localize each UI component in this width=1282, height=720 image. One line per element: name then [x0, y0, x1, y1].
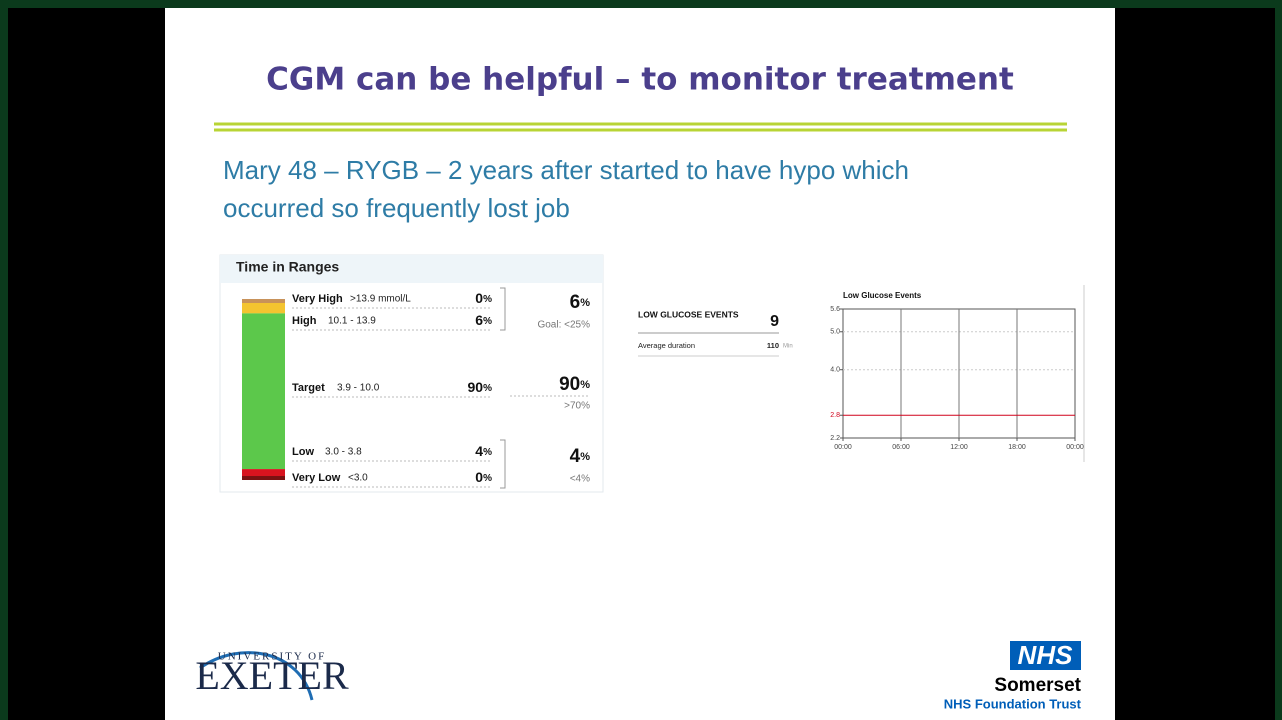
value: 6	[475, 312, 483, 328]
x-tick-label: 06:00	[892, 444, 910, 451]
goal: Goal: <25%	[537, 320, 590, 331]
range-label: Low	[292, 446, 314, 458]
unit: %	[483, 294, 492, 305]
y-tick-label: 4.0	[830, 367, 840, 374]
y-tick-label: 5.6	[830, 306, 840, 313]
percent-value: 4%	[570, 446, 591, 467]
goal: >70%	[564, 401, 590, 412]
range-segment	[242, 303, 285, 314]
x-tick-label: 00:00	[1066, 444, 1084, 451]
y-tick-label: 2.8	[830, 412, 840, 419]
percent-value: 4%	[475, 443, 492, 459]
unit: %	[483, 473, 492, 484]
subtitle-line: Mary 48 – RYGB – 2 years after started t…	[223, 155, 909, 185]
unit: %	[580, 297, 590, 309]
x-tick-label: 18:00	[1008, 444, 1026, 451]
range-bounds: >13.9 mmol/L	[350, 294, 411, 305]
side-panel	[1115, 8, 1275, 720]
range-label: High	[292, 315, 317, 327]
range-label: Very High	[292, 293, 343, 305]
duration-value: 110	[767, 341, 779, 350]
range-bounds: 3.9 - 10.0	[337, 383, 380, 394]
logo-text: EXETER	[195, 653, 349, 698]
unit: %	[483, 447, 492, 458]
range-label: Very Low	[292, 472, 341, 484]
range-bounds: 3.0 - 3.8	[325, 447, 362, 458]
y-tick-label: 2.2	[830, 435, 840, 442]
logo-text: NHS Foundation Trust	[944, 696, 1082, 711]
duration-unit: Min	[783, 344, 793, 350]
events-count: 9	[770, 313, 779, 330]
logo-text: UNIVERSITY OF	[218, 651, 326, 663]
value: 90	[559, 374, 580, 395]
range-segment	[242, 299, 285, 303]
side-panel	[8, 8, 165, 720]
range-segment	[242, 476, 285, 480]
slide-title: CGM can be helpful – to monitor treatmen…	[266, 62, 1014, 98]
logo-text: NHS	[1018, 640, 1074, 670]
unit: %	[580, 451, 590, 463]
range-segment	[242, 469, 285, 476]
value: 0	[475, 290, 483, 306]
value: 6	[570, 292, 581, 313]
value: 4	[475, 443, 483, 459]
unit: %	[483, 316, 492, 327]
chart-title: Low Glucose Events	[843, 291, 922, 300]
percent-value: 0%	[475, 469, 492, 485]
unit: %	[580, 379, 590, 391]
percent-value: 0%	[475, 290, 492, 306]
tir-title: Time in Ranges	[236, 259, 339, 275]
percent-value: 6%	[475, 312, 492, 328]
events-label: LOW GLUCOSE EVENTS	[638, 309, 739, 319]
y-tick-label: 5.0	[830, 329, 840, 336]
duration-label: Average duration	[638, 341, 695, 350]
logo-swoosh	[199, 651, 314, 701]
percent-value: 90%	[468, 379, 493, 395]
percent-value: 6%	[570, 292, 591, 313]
nhs-box	[1010, 641, 1081, 670]
range-segment	[242, 313, 285, 470]
x-tick-label: 12:00	[950, 444, 968, 451]
brackets	[500, 287, 506, 489]
tir-header	[220, 255, 603, 283]
range-bounds: <3.0	[348, 473, 368, 484]
logo-text: Somerset	[994, 675, 1081, 696]
subtitle-line: occurred so frequently lost job	[223, 193, 570, 223]
range-label: Target	[292, 382, 325, 394]
unit: %	[483, 383, 492, 394]
x-tick-label: 00:00	[834, 444, 852, 451]
value: 4	[570, 446, 581, 467]
value: 0	[475, 469, 483, 485]
percent-value: 90%	[559, 374, 590, 395]
goal: <4%	[570, 474, 590, 485]
value: 90	[468, 379, 484, 395]
range-bounds: 10.1 - 13.9	[328, 316, 376, 327]
